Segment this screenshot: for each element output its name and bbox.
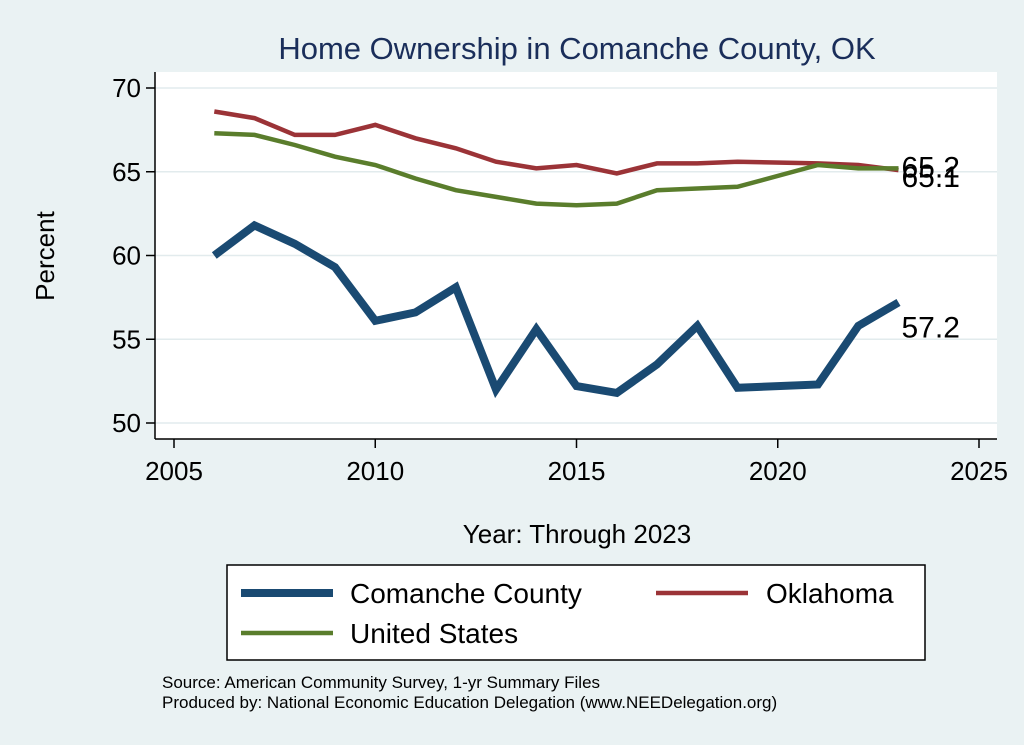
chart-title: Home Ownership in Comanche County, OK	[278, 31, 876, 66]
end-label-united-states: 65.2	[902, 151, 960, 184]
legend: Comanche County Oklahoma United States	[226, 564, 926, 661]
source-note: Source: American Community Survey, 1-yr …	[162, 673, 600, 692]
end-label-comanche-county: 57.2	[902, 311, 960, 344]
series-line-comanche-county	[211, 220, 901, 399]
y-tick-label-65: 65	[112, 157, 141, 187]
series-line-oklahoma	[213, 109, 899, 176]
gridlines	[155, 87, 997, 424]
legend-label-oklahoma: Oklahoma	[766, 578, 894, 609]
end-label-oklahoma: 65.1	[902, 161, 960, 194]
x-tick-label-2005: 2005	[145, 456, 203, 486]
legend-box	[226, 564, 926, 661]
y-tick-label-60: 60	[112, 241, 141, 271]
x-axis-title: Year: Through 2023	[463, 519, 691, 549]
legend-label-united-states: United States	[350, 618, 518, 649]
series-lines	[211, 109, 901, 399]
x-tick-label-2010: 2010	[346, 456, 404, 486]
producer-note: Produced by: National Economic Education…	[162, 693, 777, 712]
end-labels: 57.2 65.165.2	[902, 151, 960, 344]
y-axis-title: Percent	[30, 210, 60, 300]
x-tick-label-2020: 2020	[749, 456, 807, 486]
series-line-united-states	[214, 130, 899, 208]
x-tick-label-2015: 2015	[548, 456, 606, 486]
y-tick-label-50: 50	[112, 408, 141, 438]
legend-label-comanche-county: Comanche County	[350, 578, 582, 609]
y-tick-label-70: 70	[112, 73, 141, 103]
y-tick-label-55: 55	[112, 324, 141, 354]
axes: 50 55 60 65 70 2005 2010 2015 2020 2025	[112, 72, 1008, 486]
x-tick-label-2025: 2025	[950, 456, 1008, 486]
